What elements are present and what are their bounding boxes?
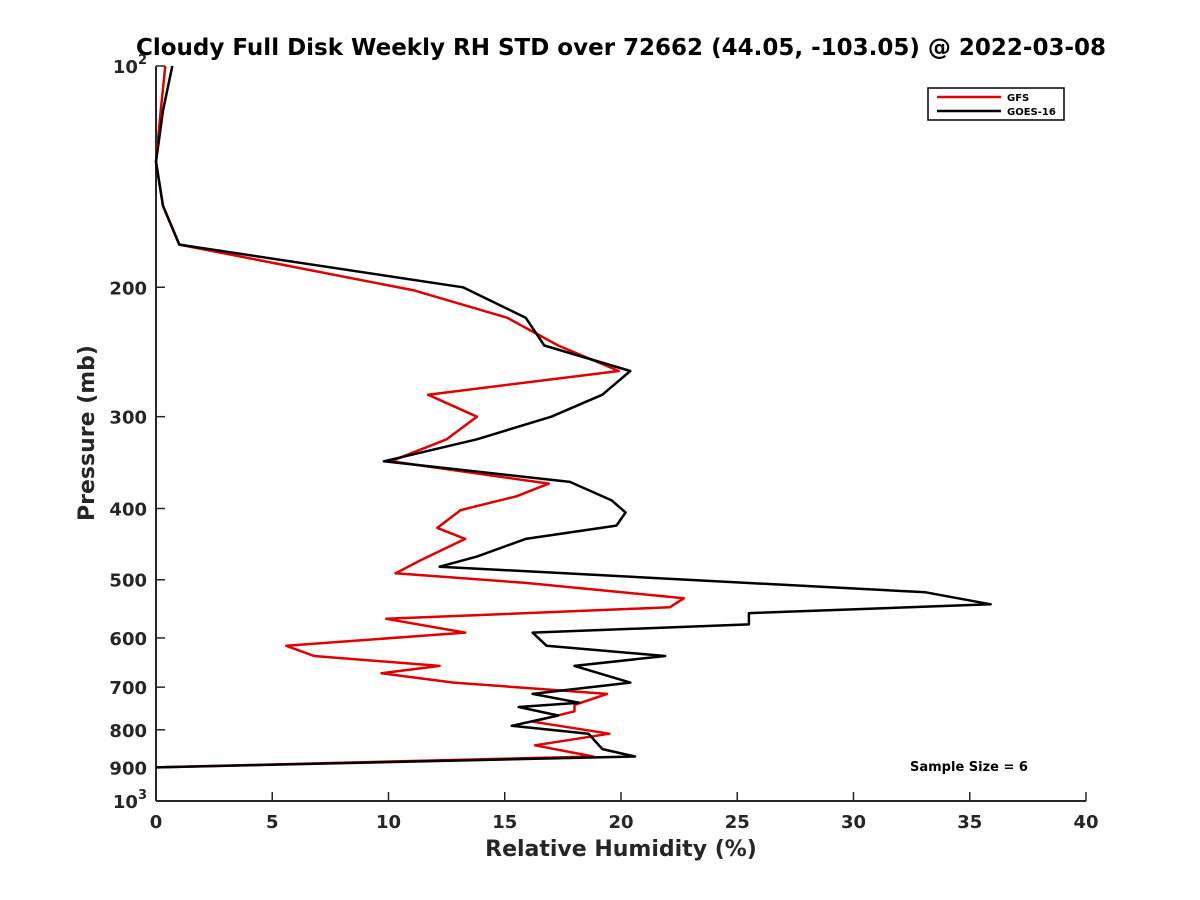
x-tick-label: 15 xyxy=(492,812,517,833)
y-tick-label: 700 xyxy=(109,678,147,699)
series-layer xyxy=(154,65,992,769)
y-tick-label: 400 xyxy=(109,500,147,521)
series-line-goes16 xyxy=(154,65,992,769)
x-tick-label: 25 xyxy=(725,812,750,833)
y-tick-label: 900 xyxy=(109,758,147,779)
y-axis-label: Pressure (mb) xyxy=(75,345,100,521)
y-tick-label: 800 xyxy=(109,721,147,742)
chart-title: Cloudy Full Disk Weekly RH STD over 7266… xyxy=(136,35,1106,61)
x-tick-label: 5 xyxy=(266,812,279,833)
legend-box xyxy=(927,87,1065,121)
x-tick-label: 30 xyxy=(841,812,866,833)
y-tick-label: 600 xyxy=(109,629,147,650)
y-tick-label: 103 xyxy=(113,788,147,813)
y-ticks: 102 200 300 400 500 600 700 800 900 103 xyxy=(109,53,165,813)
legend-label-gfs: GFS xyxy=(1007,93,1029,104)
y-tick-label: 300 xyxy=(109,408,147,429)
x-tick-label: 40 xyxy=(1073,812,1098,833)
x-tick-label: 20 xyxy=(608,812,633,833)
legend-label-goes16: GOES-16 xyxy=(1007,107,1056,118)
y-tick-label: 500 xyxy=(109,571,147,592)
legend: GFS GOES-16 xyxy=(927,87,1065,121)
x-tick-label: 0 xyxy=(150,812,163,833)
x-axis-label: Relative Humidity (%) xyxy=(485,837,757,862)
x-ticks: 0 5 10 15 20 25 30 35 40 xyxy=(150,792,1099,833)
x-tick-label: 10 xyxy=(376,812,401,833)
y-tick-label: 200 xyxy=(109,278,147,299)
y-tick-label: 102 xyxy=(113,53,147,78)
axes xyxy=(155,66,1086,802)
sample-size-annotation: Sample Size = 6 xyxy=(910,760,1028,775)
x-tick-label: 35 xyxy=(957,812,982,833)
